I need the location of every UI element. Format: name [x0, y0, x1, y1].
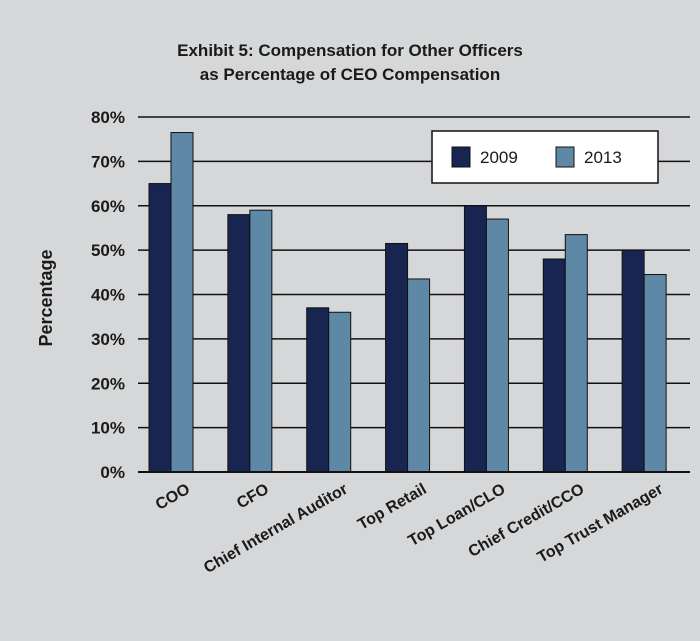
y-tick-label: 0% [100, 463, 125, 482]
y-tick-label: 50% [91, 241, 125, 260]
bar-2009-0 [148, 183, 172, 473]
chart-title-line-2: as Percentage of CEO Compensation [200, 65, 500, 84]
bar-2013-6 [643, 274, 667, 473]
y-tick-label: 40% [91, 286, 125, 305]
bar-2013-5 [564, 234, 588, 473]
bar-2009-5 [542, 258, 566, 473]
legend-label-2013: 2013 [584, 148, 622, 167]
bar-2009-2 [306, 307, 330, 473]
chart-title-line-1: Exhibit 5: Compensation for Other Office… [177, 41, 523, 60]
bar-2013-3 [407, 278, 431, 473]
y-tick-label: 60% [91, 197, 125, 216]
x-tick-label: Top Trust Manager [535, 481, 666, 567]
legend-label-2009: 2009 [480, 148, 518, 167]
bar-2009-3 [385, 242, 409, 473]
x-tick-label: CFO [234, 481, 272, 513]
x-tick-label: Chief Internal Auditor [201, 481, 351, 577]
y-tick-label: 10% [91, 419, 125, 438]
bar-2013-2 [328, 311, 352, 473]
y-tick-label: 80% [91, 108, 125, 127]
x-tick-label: COO [153, 481, 193, 514]
bar-2013-0 [170, 132, 194, 473]
bar-2009-1 [227, 214, 251, 473]
bar-2013-4 [485, 218, 509, 473]
y-tick-label: 70% [91, 152, 125, 171]
y-tick-label: 30% [91, 330, 125, 349]
bar-2009-6 [621, 249, 645, 473]
legend-swatch-2013 [555, 146, 575, 168]
legend-swatch-2009 [451, 146, 471, 168]
bar-2013-1 [249, 209, 273, 473]
y-axis-label: Percentage [36, 249, 56, 346]
bar-2009-4 [463, 205, 487, 473]
y-tick-label: 20% [91, 374, 125, 393]
x-tick-label: Top Retail [355, 481, 429, 534]
